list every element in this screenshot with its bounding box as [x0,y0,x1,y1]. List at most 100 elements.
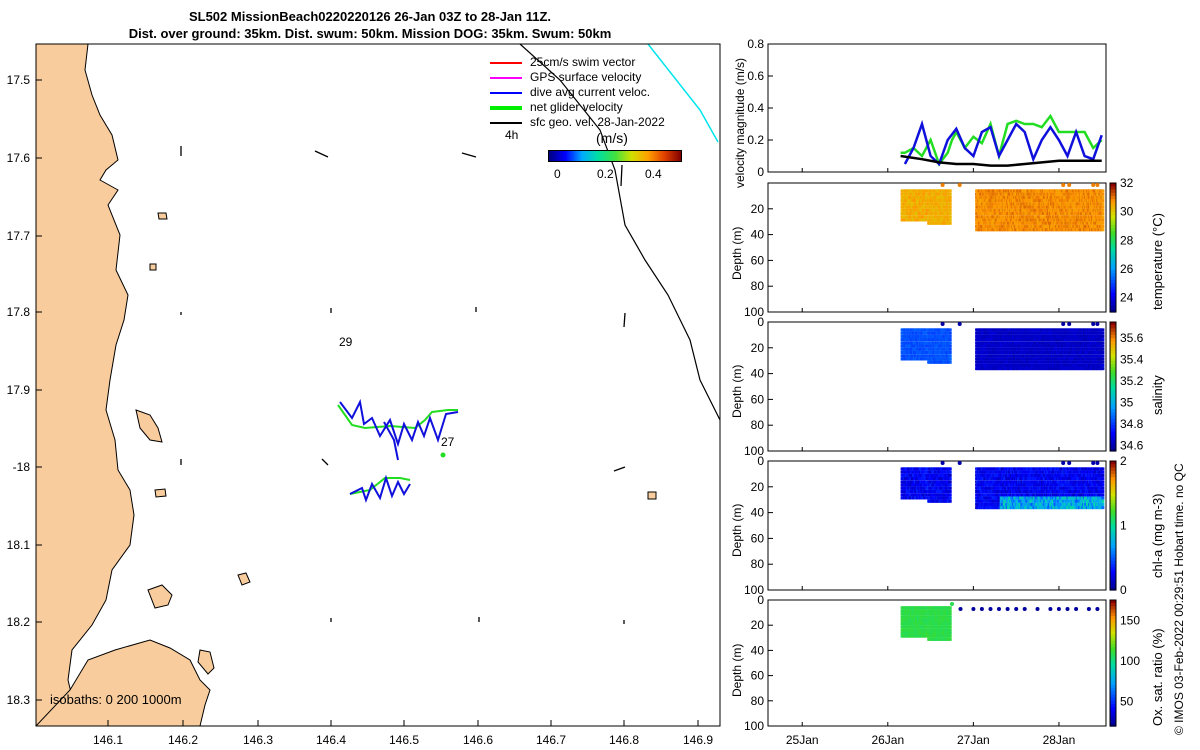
profile-cell [1101,228,1105,232]
lon-tick-label: 146.5 [389,733,419,747]
colorbar-step [1110,422,1116,426]
profile-cell [925,334,929,338]
current-arrows [180,146,626,624]
colorbar-tick-label: 34.6 [1120,439,1144,453]
velocity-series-line [900,154,1102,167]
lat-tick-label: -18 [13,460,31,474]
depth-tick-label: 0 [757,454,764,468]
colorbar-step [1110,357,1116,362]
legend-label: 25cm/s swim vector [530,55,636,69]
colorbar-step [1110,208,1116,213]
peninsula-land [36,639,211,726]
profile-cell [1101,360,1105,364]
legend-item: sfc geo. vel. 28-Jan-2022 [490,115,665,130]
profile-cell [1101,215,1105,219]
profile-cell [1101,202,1105,206]
profile-cell [948,499,952,503]
lon-tick-label: 146.3 [243,733,273,747]
profile-cell [948,357,952,361]
colorbar-step [1110,192,1116,197]
isobaths-label: isobaths: 0 200 1000m [50,692,182,707]
surface-dot [957,183,962,187]
colorbar-step [1110,215,1116,220]
profile-cell [925,490,929,493]
colorbar-step [1110,234,1116,239]
surface-dot [1095,322,1100,326]
profile-cell [948,477,952,481]
profile-cell [1101,341,1105,345]
colorbar-step [1110,412,1116,417]
profile-cell [948,205,952,209]
legend-swatch [490,91,522,94]
colorbar-step [1110,244,1116,249]
colorbar-tick-label: 35.2 [1120,374,1144,388]
figure-title: SL502 MissionBeach0220220126 26-Jan 03Z … [60,8,680,42]
profile-cell [948,218,952,222]
surface-dot [1067,322,1072,326]
profile-cell [1101,347,1105,351]
colorbar-step [1110,231,1116,236]
legend-label: net glider velocity [530,100,623,114]
colorbar-step [1110,434,1116,439]
profile-cell [925,483,929,487]
colorbar-step [1110,370,1116,375]
track-annotation: 29 [339,335,353,349]
profile-cell [1101,328,1105,332]
profile-cell [1101,357,1105,361]
depth-tick-label: 20 [751,341,765,355]
profile-cell [925,351,929,354]
colorbar-step [1110,409,1116,413]
colorbar-step [1110,228,1116,232]
velocity-axes-box [767,43,1107,173]
profile-cell [948,215,952,219]
velocity-ytick-label: 0.6 [747,69,764,83]
colorbar-tick: 0.2 [597,167,614,181]
legend-swatch [490,105,522,110]
colorbar-step [1110,266,1116,271]
colorbar-step [1110,247,1116,252]
colorbar-step [1110,341,1116,346]
profile-cell [1101,212,1105,215]
profile-cell [925,212,929,215]
profile-cell [925,473,929,477]
velocity-panel: 00.20.40.60.8 [747,37,1107,179]
profile-cell [1101,189,1105,193]
profile-cell [948,199,952,203]
profile-cell [925,338,929,342]
colorbar-step [1110,202,1116,207]
profile-cell [948,486,952,490]
surface-dot [957,322,962,326]
colorbar-step [1110,253,1116,258]
profile-cell [948,496,952,500]
surface-dot [1067,183,1072,187]
profile-cell [1101,192,1105,196]
colorbar-step [1110,189,1116,194]
colorbar-step [1110,428,1116,433]
depth-tick-label: 20 [751,202,765,216]
colorbar-step [1110,447,1116,452]
profile-cell [1101,344,1105,348]
surface-dot [1095,183,1100,187]
profile-cell [925,195,929,199]
colorbar-step [1110,322,1116,326]
profile-cell [1101,218,1105,222]
colorbar-step [1110,292,1116,297]
colorbar-step [1110,338,1116,342]
colorbar-step [1110,270,1116,274]
colorbar-tick-label: 28 [1120,233,1134,247]
profile-cell [925,347,929,351]
depth-tick-label: 100 [744,583,764,597]
island-land [147,584,173,609]
surface-dot [1061,183,1066,187]
lon-tick-label: 146.7 [536,733,566,747]
legend-label: dive avg current veloc. [530,85,651,99]
profile-cell [925,341,929,345]
legend-item: net glider velocity [490,100,665,115]
legend-swatch [490,61,522,64]
profile-cell [1101,224,1105,228]
surface-dot [940,322,945,326]
legend-label: GPS surface velocity [530,70,642,84]
